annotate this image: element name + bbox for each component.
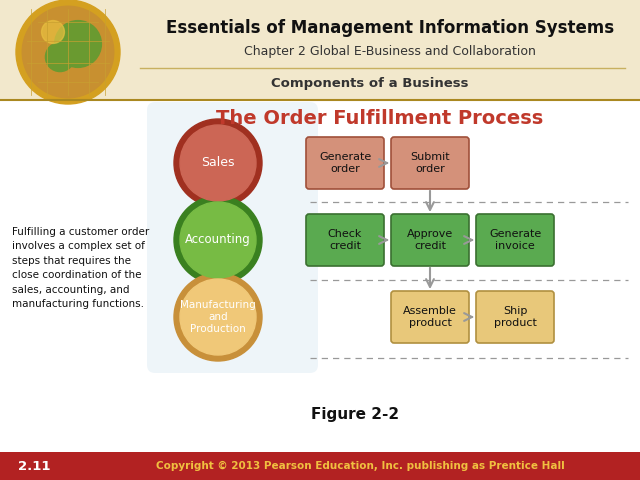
Text: Generate
invoice: Generate invoice [489,229,541,251]
Circle shape [174,196,262,284]
Text: Check
credit: Check credit [328,229,362,251]
Circle shape [45,42,74,72]
Text: Components of a Business: Components of a Business [271,76,468,89]
Text: Accounting: Accounting [185,233,251,247]
FancyBboxPatch shape [0,452,640,480]
Text: Figure 2-2: Figure 2-2 [311,408,399,422]
Text: Approve
credit: Approve credit [407,229,453,251]
Text: Manufacturing
and
Production: Manufacturing and Production [180,300,256,335]
Circle shape [180,202,256,278]
FancyBboxPatch shape [391,291,469,343]
FancyBboxPatch shape [306,137,384,189]
Text: Generate
order: Generate order [319,152,371,174]
FancyBboxPatch shape [306,214,384,266]
FancyBboxPatch shape [147,102,318,373]
FancyBboxPatch shape [391,214,469,266]
Text: Submit
order: Submit order [410,152,450,174]
Text: Chapter 2 Global E-Business and Collaboration: Chapter 2 Global E-Business and Collabor… [244,46,536,59]
Text: Essentials of Management Information Systems: Essentials of Management Information Sys… [166,19,614,37]
Text: Ship
product: Ship product [493,306,536,328]
Text: Assemble
product: Assemble product [403,306,457,328]
Text: 2.11: 2.11 [18,459,51,472]
Circle shape [180,279,256,355]
Circle shape [54,21,101,67]
FancyBboxPatch shape [391,137,469,189]
FancyBboxPatch shape [0,0,640,100]
Circle shape [174,273,262,361]
Circle shape [180,125,256,201]
Text: Copyright © 2013 Pearson Education, Inc. publishing as Prentice Hall: Copyright © 2013 Pearson Education, Inc.… [156,461,564,471]
Circle shape [16,0,120,104]
Circle shape [174,119,262,207]
Text: The Order Fulfillment Process: The Order Fulfillment Process [216,108,543,128]
FancyBboxPatch shape [476,214,554,266]
FancyBboxPatch shape [476,291,554,343]
Circle shape [42,21,65,44]
Text: Sales: Sales [201,156,235,169]
Text: Fulfilling a customer order
involves a complex set of
steps that requires the
cl: Fulfilling a customer order involves a c… [12,227,149,309]
Circle shape [22,6,114,98]
